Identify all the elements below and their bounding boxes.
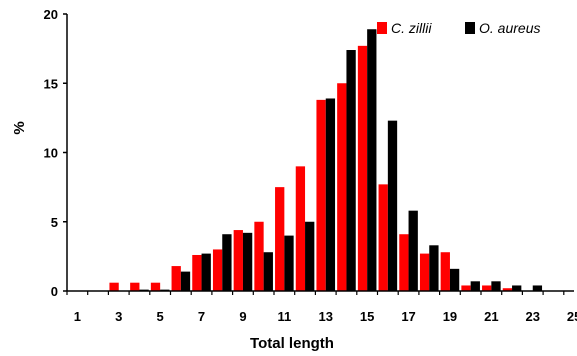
bar-o-aureus-20 (470, 281, 480, 291)
y-ticks: 0 5 10 15 20 (44, 7, 67, 299)
bar-o-aureus-6 (180, 271, 191, 291)
y-tick-label-5: 5 (51, 215, 58, 230)
bar-o-aureus-18 (429, 245, 439, 291)
bar-c-zillii-17 (399, 234, 409, 291)
x-tick-label-25: 25 (567, 309, 577, 324)
bar-o-aureus-14 (346, 50, 356, 292)
bar-o-aureus-8 (222, 234, 232, 291)
bar-c-zillii-7 (192, 254, 202, 291)
bar-c-zillii-15 (357, 45, 368, 291)
bar-c-zillii-18 (419, 253, 430, 291)
x-tick-label-5: 5 (157, 309, 164, 324)
bar-c-zillii-4 (130, 282, 140, 291)
bar-c-zillii-14 (337, 83, 347, 291)
bar-o-aureus-10 (263, 252, 273, 291)
bar-c-zillii-16 (378, 184, 388, 291)
legend-swatch-o-aureus (465, 22, 475, 34)
legend: C. zillii O. aureus (377, 20, 540, 36)
bar-o-aureus-7 (201, 253, 211, 291)
bars-layer (109, 29, 543, 292)
bar-c-zillii-20 (461, 285, 471, 291)
y-tick-label-10: 10 (44, 146, 58, 161)
y-axis-label: % (11, 121, 28, 134)
x-tick-label-9: 9 (239, 309, 246, 324)
x-tick-label-11: 11 (277, 309, 291, 324)
bar-c-zillii-11 (275, 187, 285, 292)
bar-c-zillii-3 (109, 282, 119, 291)
bar-c-zillii-19 (440, 252, 450, 291)
x-ticks: 135791113151719212325 (66, 291, 577, 324)
legend-label-o-aureus: O. aureus (479, 20, 540, 36)
bar-o-aureus-16 (387, 120, 398, 292)
x-tick-label-19: 19 (443, 309, 457, 324)
bar-c-zillii-13 (316, 99, 326, 292)
bar-c-zillii-22 (502, 288, 513, 291)
bar-o-aureus-17 (408, 210, 418, 291)
x-tick-label-21: 21 (484, 309, 498, 324)
bar-o-aureus-21 (491, 281, 501, 291)
bar-o-aureus-9 (242, 232, 253, 291)
x-tick-label-23: 23 (526, 309, 540, 324)
bar-c-zillii-9 (233, 230, 243, 291)
bar-o-aureus-19 (449, 268, 460, 291)
x-tick-label-7: 7 (198, 309, 205, 324)
bar-c-zillii-12 (295, 166, 306, 291)
x-tick-label-3: 3 (115, 309, 122, 324)
y-tick-label-0: 0 (51, 284, 58, 299)
x-tick-label-1: 1 (74, 309, 81, 324)
bar-c-zillii-6 (171, 266, 181, 291)
y-tick-label-20: 20 (44, 7, 58, 22)
x-axis-label: Total length (250, 335, 334, 352)
x-tick-label-15: 15 (360, 309, 374, 324)
bar-o-aureus-23 (532, 285, 543, 291)
bar-o-aureus-15 (367, 29, 377, 292)
bar-o-aureus-11 (284, 235, 294, 291)
bar-c-zillii-5 (150, 282, 161, 291)
legend-swatch-c-zillii (377, 22, 387, 34)
bar-o-aureus-13 (325, 98, 336, 291)
legend-label-c-zillii: C. zillii (391, 20, 432, 36)
bar-c-zillii-10 (254, 221, 264, 291)
x-tick-label-13: 13 (319, 309, 333, 324)
bar-o-aureus-22 (512, 285, 522, 291)
bar-c-zillii-21 (482, 285, 492, 291)
bar-c-zillii-8 (212, 249, 223, 291)
bar-o-aureus-12 (305, 221, 315, 291)
x-tick-label-17: 17 (401, 309, 415, 324)
y-tick-label-15: 15 (44, 76, 58, 91)
